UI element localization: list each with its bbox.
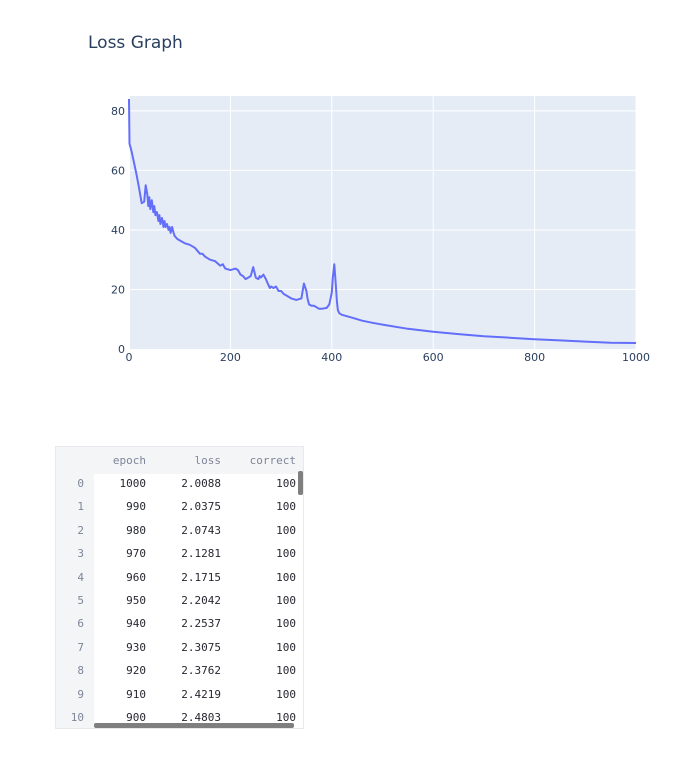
table-cell: 960 [126, 570, 146, 584]
row-index: 5 [77, 594, 84, 607]
chart-title: Loss Graph [88, 33, 183, 53]
x-tick-label: 0 [126, 351, 133, 364]
loss-data-table[interactable]: epoch loss correct 0 1000 2.0088 100 1 990 2.0375… [55, 446, 304, 729]
table-cell: 930 [126, 640, 146, 654]
table-cell: 900 [126, 711, 146, 724]
table-cell: 920 [126, 664, 146, 678]
table-cell: 910 [126, 687, 146, 701]
x-tick-label: 800 [524, 351, 545, 364]
y-tick-label: 60 [111, 164, 125, 177]
table-cell: 2.4219 [181, 687, 221, 701]
row-index: 1 [77, 500, 84, 514]
table-cell: 2.2042 [181, 594, 221, 607]
y-tick-label: 20 [111, 283, 125, 296]
row-index: 8 [77, 664, 84, 678]
table-cell: 100 [276, 617, 296, 631]
table-cell: 950 [126, 594, 146, 607]
table-cell: 100 [276, 500, 296, 514]
table-cell: 100 [276, 664, 296, 678]
row-index: 2 [77, 523, 84, 537]
row-index: 4 [77, 570, 84, 584]
x-tick-label: 200 [220, 351, 241, 364]
column-header: epoch [112, 454, 146, 467]
table-cell: 970 [126, 547, 146, 561]
table-cell: 100 [276, 640, 296, 654]
table-cell: 2.3762 [181, 664, 221, 678]
table-cell: 2.0375 [181, 500, 221, 514]
column-header: loss [194, 454, 222, 467]
vertical-scrollbar[interactable] [298, 471, 303, 495]
table-cell: 2.2537 [181, 617, 221, 631]
loss-series-line [128, 98, 637, 344]
table-cell: 990 [126, 500, 146, 514]
table-cell: 980 [126, 523, 146, 537]
table-cell: 100 [276, 711, 296, 724]
y-tick-label: 0 [118, 343, 125, 356]
table-cell: 2.1281 [181, 547, 221, 561]
plot-area [129, 96, 636, 349]
y-tick-label: 80 [111, 105, 125, 118]
table-cell: 2.0743 [181, 523, 221, 537]
table-header [56, 447, 303, 474]
row-index: 6 [77, 617, 84, 631]
table-cell: 1000 [119, 477, 147, 490]
table-cell: 100 [276, 523, 296, 537]
table-cell: 2.1715 [181, 570, 221, 584]
x-tick-label: 1000 [622, 351, 650, 364]
row-index: 3 [77, 547, 84, 561]
table-cell: 940 [126, 617, 146, 631]
horizontal-scrollbar[interactable] [94, 723, 294, 728]
table-cell: 2.0088 [181, 477, 221, 490]
row-index: 10 [70, 711, 84, 724]
table-cell: 100 [276, 570, 296, 584]
table-cell: 100 [276, 687, 296, 701]
loss-line-chart[interactable]: 0 200 400 600 800 1000 0 20 40 60 80 [0, 0, 691, 400]
column-header: correct [249, 454, 296, 467]
row-index: 0 [77, 477, 84, 490]
table-cell: 2.3075 [181, 640, 221, 654]
table-cell: 100 [276, 594, 296, 607]
table-cell: 2.4803 [181, 711, 221, 724]
table-index-column [56, 447, 94, 728]
x-tick-label: 600 [423, 351, 444, 364]
y-tick-label: 40 [111, 224, 125, 237]
table-cell: 100 [276, 547, 296, 561]
table-cell: 100 [276, 477, 296, 490]
row-index: 9 [77, 687, 84, 701]
x-tick-label: 400 [321, 351, 342, 364]
row-index: 7 [77, 640, 84, 654]
